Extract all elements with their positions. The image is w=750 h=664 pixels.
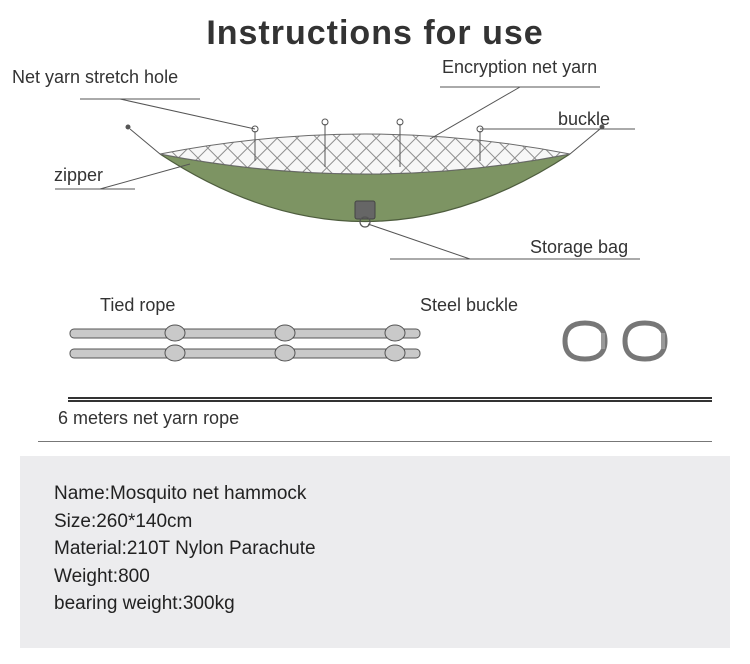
label-yarn-rope: 6 meters net yarn rope bbox=[58, 408, 750, 429]
hammock-diagram: Net yarn stretch hole Encryption net yar… bbox=[0, 59, 750, 289]
accessories-row: Tied rope Steel buckle bbox=[0, 295, 750, 395]
double-divider bbox=[68, 397, 712, 402]
page-title: Instructions for use bbox=[0, 14, 750, 53]
label-encryption-net: Encryption net yarn bbox=[442, 57, 597, 78]
single-divider bbox=[38, 441, 712, 442]
carabiner-1 bbox=[565, 323, 605, 359]
accessories-svg bbox=[0, 295, 750, 395]
label-buckle: buckle bbox=[558, 109, 610, 130]
spec-weight: Weight:800 bbox=[54, 563, 696, 591]
spec-box: Name:Mosquito net hammock Size:260*140cm… bbox=[20, 456, 730, 648]
carabiner-2 bbox=[625, 323, 665, 359]
label-net-yarn-hole: Net yarn stretch hole bbox=[12, 67, 178, 88]
tied-rope-1 bbox=[70, 325, 420, 341]
label-zipper: zipper bbox=[54, 165, 103, 186]
spec-size: Size:260*140cm bbox=[54, 508, 696, 536]
spec-bearing: bearing weight:300kg bbox=[54, 590, 696, 618]
spec-name: Name:Mosquito net hammock bbox=[54, 480, 696, 508]
tied-rope-2 bbox=[70, 345, 420, 361]
spec-material: Material:210T Nylon Parachute bbox=[54, 535, 696, 563]
label-storage-bag: Storage bag bbox=[530, 237, 628, 258]
hammock-svg bbox=[0, 59, 750, 289]
storage-bag-shape bbox=[355, 201, 375, 219]
